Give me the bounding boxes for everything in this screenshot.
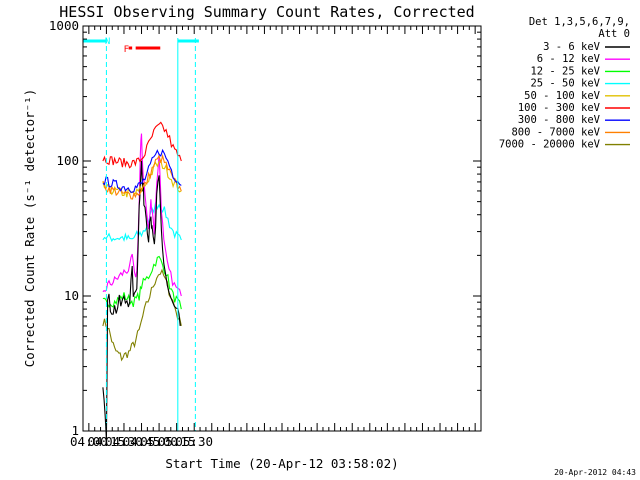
series-line [102,148,182,193]
legend-header: Det 1,3,5,6,7,9, [529,16,630,28]
legend-label: 7000 - 20000 keV [499,139,601,151]
legend-label: 6 - 12 keV [537,53,601,65]
legend-label: 800 - 7000 keV [511,126,600,138]
x-tick-label: 04:30 [105,434,143,449]
y-tick-label: 1000 [49,18,79,33]
legend-label: 25 - 50 keV [530,78,600,90]
y-tick-label: 10 [64,288,79,303]
x-axis-label: Start Time (20-Apr-12 03:58:02) [165,456,398,471]
y-tick-label: 100 [56,153,79,168]
legend-label: 300 - 800 keV [518,114,601,126]
legend-label: 3 - 6 keV [543,41,601,53]
x-tick-label: 04:00 [70,434,108,449]
x-tick-label: 05:00 [140,434,178,449]
series-line [102,133,182,297]
legend-header: Att 0 [598,28,630,40]
x-tick-label: 05:30 [175,434,213,449]
x-tick-label: 05:15 [158,434,196,449]
legend-label: 100 - 300 keV [518,102,601,114]
series-layer [102,121,182,441]
x-tick-label: 04:15 [88,434,126,449]
series-line [102,160,181,441]
chart-title: HESSI Observing Summary Count Rates, Cor… [59,3,474,21]
y-axis: 1 10 100 1000 [49,18,481,438]
legend-label: 12 - 25 keV [530,65,600,77]
series-line [102,202,182,243]
annotation-label: F [124,45,129,55]
x-tick-label: 04:45 [123,434,161,449]
series-line [102,159,182,198]
legend-label: 50 - 100 keV [524,90,601,102]
series-line [102,153,182,200]
series-line [102,121,182,169]
annotation-label: N [105,37,110,47]
y-tick-label: 1 [71,423,79,438]
y-axis-label: Corrected Count Rate (s⁻¹ detector⁻¹) [22,89,37,367]
series-line [102,255,182,310]
footer-timestamp: 20-Apr-2012 04:43 [554,468,636,477]
flag-layer: NF [83,37,199,431]
